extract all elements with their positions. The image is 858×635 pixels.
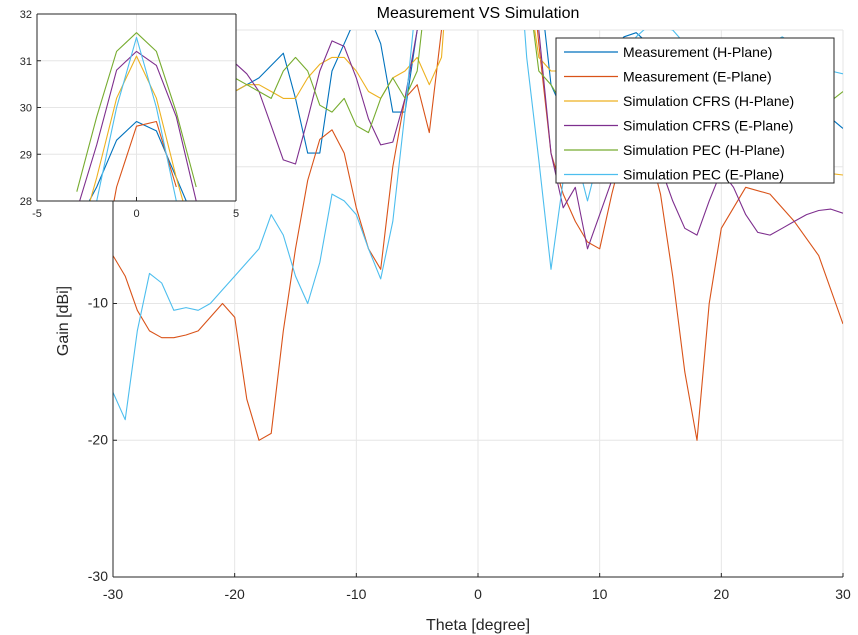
inset-y-tick-label: 30: [20, 103, 32, 115]
inset-y-tick-label: 28: [20, 196, 32, 208]
main-x-tick-label: 30: [835, 586, 851, 602]
main-x-tick-label: -30: [103, 586, 123, 602]
legend-label: Simulation CFRS (H-Plane): [623, 93, 794, 109]
main-y-tick-label: -30: [88, 568, 108, 584]
inset-x-tick-label: -5: [32, 208, 42, 220]
main-y-tick-label: -20: [88, 431, 108, 447]
main-x-tick-label: 10: [592, 586, 608, 602]
inset-y-tick-label: 29: [20, 149, 32, 161]
main-y-tick-label: -10: [88, 295, 108, 311]
inset-series-line-2: [113, 120, 177, 201]
main-x-tick-label: -20: [225, 586, 245, 602]
main-x-tick-label: 0: [474, 586, 482, 602]
legend-box: [555, 37, 835, 184]
inset-series-line-4: [79, 50, 197, 201]
main-series-line-2: [113, 30, 843, 441]
inset-series-line-5: [76, 32, 197, 192]
inset-plot: -5 0 5 28 29 30 31 32: [20, 9, 239, 220]
inset-x-tick-label: 5: [233, 208, 239, 220]
legend-label: Simulation PEC (E-Plane): [623, 167, 784, 183]
inset-y-tick-label: 31: [20, 56, 32, 68]
inset-series-line-6: [96, 36, 177, 201]
inset-series-line-3: [89, 55, 184, 201]
x-axis-label: Theta [degree]: [426, 617, 530, 634]
legend-label: Simulation PEC (H-Plane): [623, 142, 785, 158]
main-x-tick-label: 20: [714, 586, 730, 602]
legend-label: Measurement (H-Plane): [623, 44, 772, 60]
main-x-tick-label: -10: [346, 586, 366, 602]
inset-y-tick-label: 32: [20, 9, 32, 21]
y-axis-label: Gain [dBi]: [55, 286, 72, 356]
chart-title: Measurement VS Simulation: [377, 5, 580, 22]
legend: Measurement (H-Plane) Measurement (E-Plan…: [555, 37, 835, 184]
inset-x-tick-label: 0: [133, 208, 139, 220]
legend-label: Simulation CFRS (E-Plane): [623, 118, 793, 134]
legend-label: Measurement (E-Plane): [623, 69, 772, 85]
